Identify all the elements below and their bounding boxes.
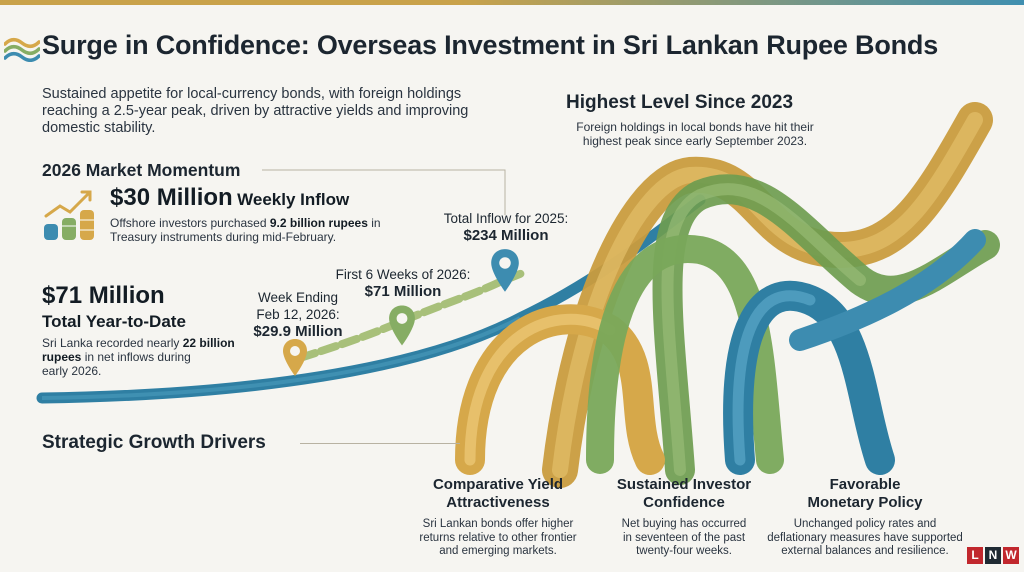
ytd-desc-line3: early 2026. xyxy=(42,364,102,378)
driver-yield-desc: Sri Lankan bonds offer higher returns re… xyxy=(403,518,593,559)
driver-confidence-desc-1: Net buying has occurred xyxy=(621,518,747,530)
highlight-title: Highest Level Since 2023 xyxy=(566,92,794,113)
ytd-desc-pre: Sri Lanka recorded nearly xyxy=(42,336,183,350)
weekly-desc-pre: Offshore investors purchased xyxy=(110,216,270,230)
driver-confidence-desc-3: twenty-four weeks. xyxy=(636,545,732,557)
driver-confidence-title-1: Sustained Investor xyxy=(616,476,752,493)
ytd-desc: Sri Lanka recorded nearly 22 billion rup… xyxy=(42,336,252,378)
marker-week-line1: Week Ending xyxy=(257,290,339,305)
driver-card-monetary: Favorable Monetary Policy Unchanged poli… xyxy=(765,476,965,559)
ytd-desc-post: in net inflows during xyxy=(81,350,191,364)
ytd-desc-bold2: rupees xyxy=(42,350,82,364)
marker-2025-line1: Total Inflow for 2025: xyxy=(443,211,569,226)
driver-monetary-desc-1: Unchanged policy rates and xyxy=(793,518,937,530)
map-pin-icon xyxy=(491,249,519,292)
ytd-label: Total Year-to-Date xyxy=(42,312,186,331)
ytd-value: $71 Million xyxy=(42,282,165,309)
marker-label-six-weeks: First 6 Weeks of 2026: $71 Million xyxy=(328,266,478,300)
brand-logo: L N W xyxy=(967,547,1019,564)
coins-growth-icon xyxy=(44,190,94,240)
marker-six-line1: First 6 Weeks of 2026: xyxy=(335,267,471,282)
driver-monetary-title-2: Monetary Policy xyxy=(807,494,923,511)
driver-card-confidence: Sustained Investor Confidence Net buying… xyxy=(589,476,779,559)
driver-monetary-desc-3: external balances and resilience. xyxy=(781,545,949,557)
driver-confidence-desc-2: in seventeen of the past xyxy=(622,531,746,544)
driver-monetary-desc: Unchanged policy rates and deflationary … xyxy=(765,518,965,559)
driver-confidence-title-2: Confidence xyxy=(643,494,725,511)
marker-week-line2: Feb 12, 2026: xyxy=(256,307,340,322)
ytd-desc-bold1: 22 billion xyxy=(182,336,235,350)
weekly-label: Weekly Inflow xyxy=(237,190,350,209)
drivers-divider xyxy=(300,443,460,444)
page-title: Surge in Confidence: Overseas Investment… xyxy=(42,30,939,60)
brand-letter-w: W xyxy=(1003,547,1019,564)
brand-letter-n: N xyxy=(985,547,1001,564)
highlight-line-2: highest peak since early September 2023. xyxy=(582,134,808,148)
weekly-inflow: $30 Million Weekly Inflow xyxy=(110,184,349,212)
map-pin-icon xyxy=(283,339,307,376)
momentum-title: 2026 Market Momentum xyxy=(42,160,241,180)
highlight-line-1: Foreign holdings in local bonds have hit… xyxy=(576,120,814,134)
driver-yield-desc-2: returns relative to other frontier xyxy=(419,531,577,544)
wave-logo-icon xyxy=(4,38,40,62)
map-pin-icon xyxy=(389,305,415,346)
weekly-value: $30 Million xyxy=(110,184,233,211)
weekly-desc-bold: 9.2 billion rupees xyxy=(269,216,368,230)
weekly-desc-post: in xyxy=(367,216,381,230)
brand-letter-l: L xyxy=(967,547,983,564)
weekly-desc-line2: Treasury instruments during mid-February… xyxy=(110,230,337,244)
marker-week-value: $29.9 Million xyxy=(253,323,343,340)
intro-text: Sustained appetite for local-currency bo… xyxy=(42,86,469,136)
marker-2025-value: $234 Million xyxy=(463,227,549,244)
marker-six-value: $71 Million xyxy=(364,283,442,300)
driver-yield-desc-3: and emerging markets. xyxy=(439,545,557,557)
top-accent-bar xyxy=(0,0,1024,5)
driver-card-yield: Comparative Yield Attractiveness Sri Lan… xyxy=(403,476,593,559)
driver-yield-desc-1: Sri Lankan bonds offer higher xyxy=(422,518,574,530)
weekly-desc: Offshore investors purchased 9.2 billion… xyxy=(110,216,410,244)
marker-label-week: Week Ending Feb 12, 2026: $29.9 Million xyxy=(238,289,358,340)
driver-monetary-desc-2: deflationary measures have supported xyxy=(767,531,963,544)
driver-monetary-title-1: Favorable xyxy=(829,476,901,493)
driver-confidence-desc: Net buying has occurred in seventeen of … xyxy=(589,518,779,559)
driver-yield-title-2: Attractiveness xyxy=(446,494,550,511)
highlight-desc: Foreign holdings in local bonds have hit… xyxy=(560,120,830,148)
drivers-title: Strategic Growth Drivers xyxy=(42,432,266,453)
marker-label-2025: Total Inflow for 2025: $234 Million xyxy=(436,210,576,244)
driver-yield-title-1: Comparative Yield xyxy=(432,476,564,493)
